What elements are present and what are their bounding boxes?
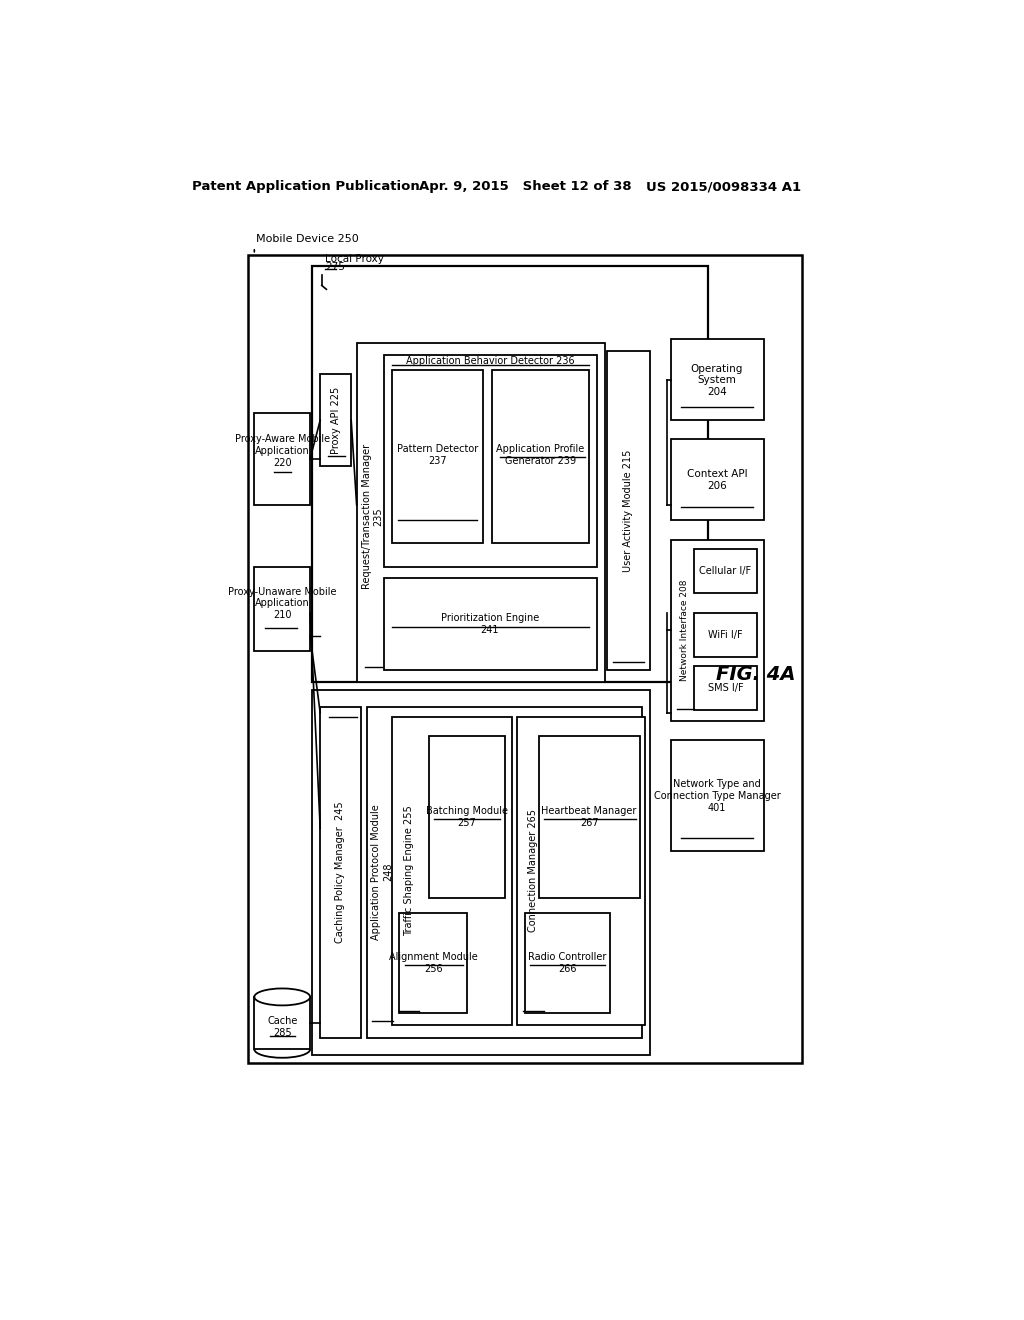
Bar bbox=[693, 665, 758, 710]
Bar bbox=[248, 255, 802, 1063]
Text: Request/Transaction Manager
235: Request/Transaction Manager 235 bbox=[362, 444, 384, 589]
Text: Heartbeat Manager
267: Heartbeat Manager 267 bbox=[542, 807, 637, 828]
Bar bbox=[429, 737, 505, 898]
Text: Radio Controller
266: Radio Controller 266 bbox=[528, 952, 606, 974]
Bar bbox=[607, 351, 649, 671]
Bar bbox=[254, 413, 310, 506]
Bar bbox=[524, 913, 610, 1014]
Text: Application Behavior Detector 236: Application Behavior Detector 236 bbox=[406, 356, 574, 366]
Text: US 2015/0098334 A1: US 2015/0098334 A1 bbox=[646, 181, 801, 194]
Text: Local Proxy: Local Proxy bbox=[325, 253, 384, 264]
Text: Application Protocol Module
248: Application Protocol Module 248 bbox=[372, 804, 393, 940]
Text: Alignment Module
256: Alignment Module 256 bbox=[389, 952, 478, 974]
Text: Proxy-Unaware Mobile
Application
210: Proxy-Unaware Mobile Application 210 bbox=[228, 587, 337, 620]
Text: Cache
285: Cache 285 bbox=[267, 1016, 297, 1038]
Text: Operating
System
204: Operating System 204 bbox=[691, 363, 743, 397]
Text: Proxy API 225: Proxy API 225 bbox=[331, 387, 341, 454]
Text: Network Type and
Connection Type Manager
401: Network Type and Connection Type Manager… bbox=[653, 779, 780, 813]
Bar bbox=[391, 370, 483, 544]
Bar bbox=[693, 612, 758, 657]
Text: Apr. 9, 2015   Sheet 12 of 38: Apr. 9, 2015 Sheet 12 of 38 bbox=[419, 181, 631, 194]
Text: User Activity Module 215: User Activity Module 215 bbox=[623, 450, 633, 573]
Text: Caching Policy Manager  245: Caching Policy Manager 245 bbox=[335, 801, 345, 942]
Bar bbox=[399, 913, 467, 1014]
Bar bbox=[693, 549, 758, 594]
Bar bbox=[384, 578, 597, 671]
Bar bbox=[517, 717, 645, 1024]
Text: Mobile Device 250: Mobile Device 250 bbox=[256, 234, 358, 244]
Text: Patent Application Publication: Patent Application Publication bbox=[191, 181, 419, 194]
Ellipse shape bbox=[254, 989, 310, 1006]
Bar bbox=[671, 540, 764, 721]
Bar bbox=[671, 339, 764, 420]
Text: FIG. 4A: FIG. 4A bbox=[716, 665, 796, 684]
Bar bbox=[671, 440, 764, 520]
Bar bbox=[312, 267, 708, 682]
Bar bbox=[312, 689, 649, 1056]
Bar bbox=[539, 737, 640, 898]
Text: Proxy-Aware Mobile
Application
220: Proxy-Aware Mobile Application 220 bbox=[234, 434, 330, 467]
Text: WiFi I/F: WiFi I/F bbox=[709, 630, 742, 640]
Bar bbox=[384, 355, 597, 566]
Text: Network Interface 208: Network Interface 208 bbox=[680, 579, 689, 681]
Text: Batching Module
257: Batching Module 257 bbox=[426, 807, 508, 828]
Bar bbox=[254, 566, 310, 651]
Text: Context API
206: Context API 206 bbox=[687, 470, 748, 491]
Bar bbox=[493, 370, 589, 544]
Bar bbox=[671, 739, 764, 851]
Text: Connection Manager 265: Connection Manager 265 bbox=[527, 809, 538, 932]
Text: Traffic Shaping Engine 255: Traffic Shaping Engine 255 bbox=[403, 805, 414, 936]
Text: Pattern Detector
237: Pattern Detector 237 bbox=[396, 444, 478, 466]
Text: 275: 275 bbox=[325, 261, 345, 272]
Bar bbox=[321, 706, 360, 1038]
Bar bbox=[356, 343, 604, 682]
Bar bbox=[391, 717, 512, 1024]
Bar bbox=[254, 997, 310, 1049]
Text: SMS I/F: SMS I/F bbox=[708, 684, 743, 693]
Text: Cellular I/F: Cellular I/F bbox=[699, 566, 752, 576]
Text: Prioritization Engine
241: Prioritization Engine 241 bbox=[440, 614, 539, 635]
Bar bbox=[367, 706, 642, 1038]
Bar bbox=[321, 374, 351, 466]
Text: Application Profile
Generator 239: Application Profile Generator 239 bbox=[497, 444, 585, 466]
